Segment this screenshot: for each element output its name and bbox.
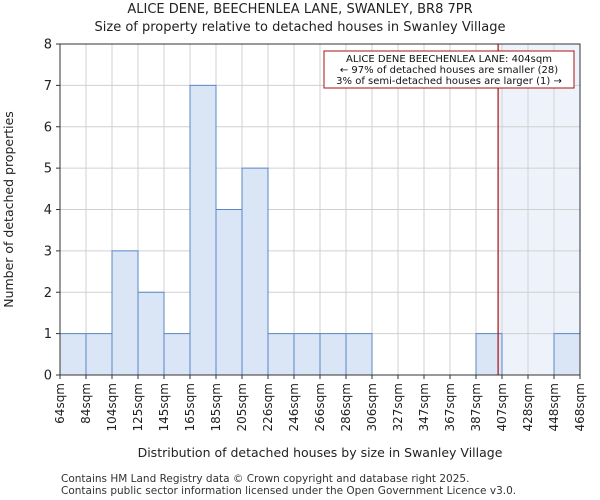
bar-125sqm xyxy=(137,291,165,376)
y-axis-label: Number of detached properties xyxy=(1,111,16,308)
x-tick-label-84sqm: 84sqm xyxy=(79,383,93,424)
y-tick-label-0: 0 xyxy=(44,369,52,384)
x-tick-label-428sqm: 428sqm xyxy=(521,383,535,431)
annotation-line-2: ← 97% of detached houses are smaller (28… xyxy=(340,65,558,76)
bar-145sqm xyxy=(163,333,191,376)
x-tick-label-64sqm: 64sqm xyxy=(53,383,67,424)
footer-line-2: Contains public sector information licen… xyxy=(61,485,517,497)
x-tick-label-286sqm: 286sqm xyxy=(339,383,353,431)
x-tick-label-185sqm: 185sqm xyxy=(209,383,223,431)
bar-165sqm xyxy=(189,84,217,376)
footer-line-1: Contains HM Land Registry data © Crown c… xyxy=(61,473,470,485)
x-tick-label-104sqm: 104sqm xyxy=(105,383,119,431)
bar-64sqm xyxy=(59,333,87,376)
annotation-line-1: ALICE DENE BEECHENLEA LANE: 404sqm xyxy=(346,54,552,65)
x-axis-label: Distribution of detached houses by size … xyxy=(138,445,503,460)
y-tick-label-7: 7 xyxy=(44,79,52,94)
x-tick-label-387sqm: 387sqm xyxy=(469,383,483,431)
bar-286sqm xyxy=(345,333,373,376)
bar-246sqm xyxy=(293,333,321,376)
x-tick-label-327sqm: 327sqm xyxy=(391,383,405,431)
x-tick-label-226sqm: 226sqm xyxy=(261,383,275,431)
y-tick-label-2: 2 xyxy=(44,286,52,301)
x-tick-label-468sqm: 468sqm xyxy=(573,383,587,431)
bar-448sqm xyxy=(553,333,581,376)
x-tick-label-347sqm: 347sqm xyxy=(417,383,431,431)
x-tick-label-246sqm: 246sqm xyxy=(287,383,301,431)
x-tick-label-145sqm: 145sqm xyxy=(157,383,171,431)
bar-84sqm xyxy=(85,333,113,376)
bar-205sqm xyxy=(241,167,269,376)
x-tick-label-125sqm: 125sqm xyxy=(131,383,145,431)
x-tick-label-205sqm: 205sqm xyxy=(235,383,249,431)
y-tick-label-6: 6 xyxy=(44,120,52,135)
y-tick-label-8: 8 xyxy=(44,38,52,53)
x-tick-label-266sqm: 266sqm xyxy=(313,383,327,431)
bar-266sqm xyxy=(319,333,347,376)
x-tick-label-165sqm: 165sqm xyxy=(183,383,197,431)
chart-title: ALICE DENE, BEECHENLEA LANE, SWANLEY, BR… xyxy=(127,2,473,17)
bar-185sqm xyxy=(215,209,243,376)
y-tick-label-5: 5 xyxy=(44,162,52,177)
x-tick-label-306sqm: 306sqm xyxy=(365,383,379,431)
y-tick-label-4: 4 xyxy=(44,203,52,218)
x-tick-label-407sqm: 407sqm xyxy=(495,383,509,431)
y-tick-label-1: 1 xyxy=(44,327,52,342)
annotation-box xyxy=(323,50,575,89)
bar-226sqm xyxy=(267,333,295,376)
chart-subtitle: Size of property relative to detached ho… xyxy=(94,20,506,35)
bar-104sqm xyxy=(111,250,139,376)
x-tick-label-367sqm: 367sqm xyxy=(443,383,457,431)
x-tick-label-448sqm: 448sqm xyxy=(547,383,561,431)
annotation-line-3: 3% of semi-detached houses are larger (1… xyxy=(336,76,562,87)
y-tick-label-3: 3 xyxy=(44,244,52,259)
